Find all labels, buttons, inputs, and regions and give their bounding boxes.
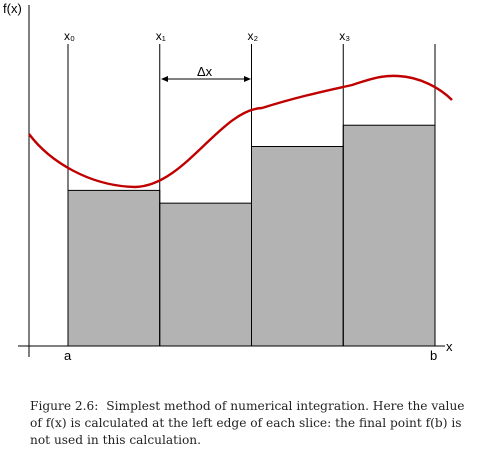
x-end-label: b [430,348,437,363]
x-start-label: a [64,348,72,363]
caption-label: Figure 2.6: [30,399,98,413]
slice-tick-label-0: x₀ [64,29,75,43]
slice-tick-label-1: x₁ [156,29,166,43]
slice-tick-label-2: x₂ [248,29,259,43]
delta-x-label: Δx [197,64,213,79]
slice-rect-3 [343,125,435,346]
slice-tick-label-3: x₃ [339,29,350,43]
y-axis-label: f(x) [3,1,22,16]
integration-diagram: f(x) x a b Δx x₀ x₁ x₂ x₃ [0,0,498,380]
slice-tick-labels: x₀ x₁ x₂ x₃ [64,29,350,43]
slice-rect-2 [252,147,344,347]
x-axis-label: x [446,339,453,354]
figure-caption: Figure 2.6: Simplest method of numerical… [30,398,470,449]
slice-rect-0 [68,190,160,346]
slice-rect-1 [160,203,252,346]
